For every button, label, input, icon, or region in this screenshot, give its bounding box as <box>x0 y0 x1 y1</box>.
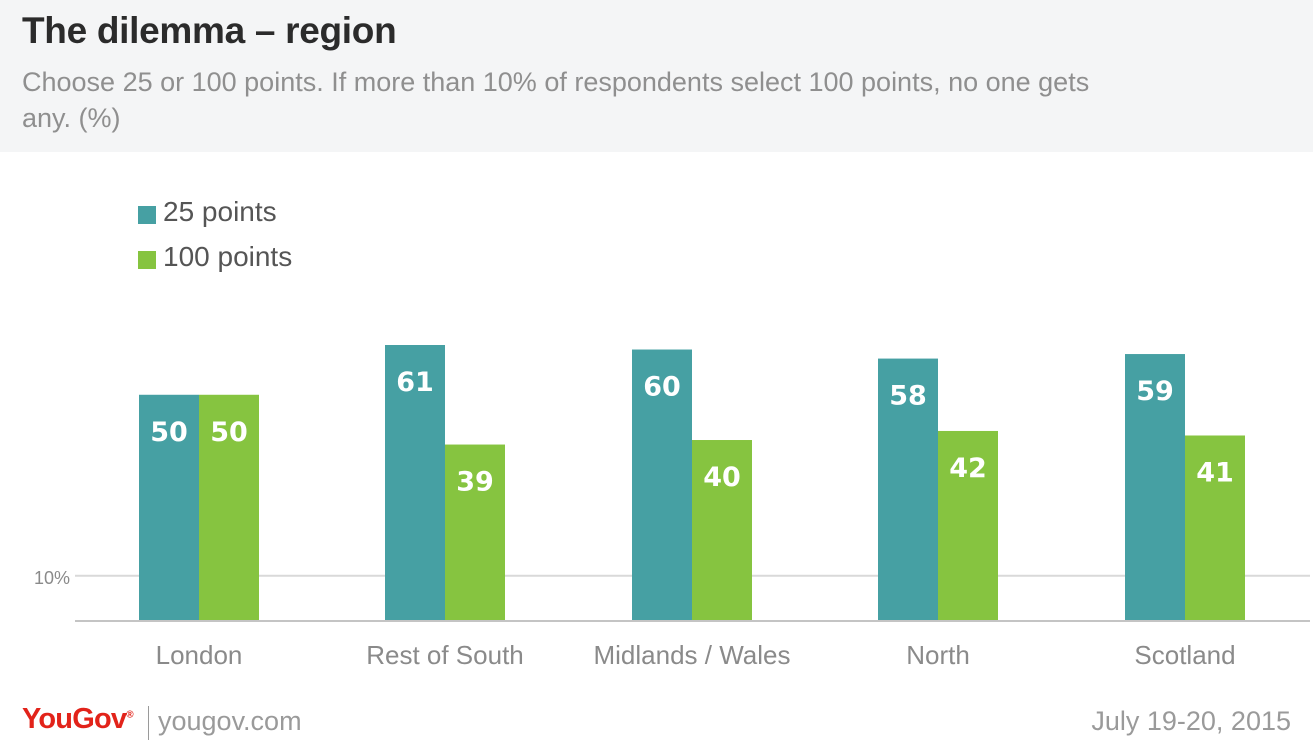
legend-swatch-100-points <box>138 251 156 269</box>
reference-line-label: 10% <box>34 568 70 588</box>
value-label-25-4: 59 <box>1136 376 1174 407</box>
category-label-3: North <box>906 640 970 670</box>
footer-date: July 19-20, 2015 <box>1091 706 1291 736</box>
bar-25-3 <box>878 358 938 621</box>
chart-subtitle: Choose 25 or 100 points. If more than 10… <box>22 67 1090 133</box>
bar-100-4 <box>1185 435 1245 621</box>
category-label-2: Midlands / Wales <box>594 640 791 670</box>
value-label-25-2: 60 <box>643 372 681 403</box>
header-panel: The dilemma – region Choose 25 or 100 po… <box>0 0 1313 152</box>
category-label-0: London <box>156 640 243 670</box>
footer-divider <box>148 706 149 740</box>
legend-label-25-points: 25 points <box>163 196 277 227</box>
bar-100-0 <box>199 394 259 621</box>
category-label-4: Scotland <box>1134 640 1235 670</box>
bar-25-2 <box>632 349 692 621</box>
category-label-1: Rest of South <box>366 640 524 670</box>
chart-title: The dilemma – region <box>22 10 397 51</box>
value-label-100-2: 40 <box>703 462 741 493</box>
value-label-100-1: 39 <box>456 467 494 498</box>
yougov-logo: YouGov® <box>22 703 134 735</box>
bar-100-2 <box>692 440 752 621</box>
value-label-25-0: 50 <box>150 417 188 448</box>
value-label-25-3: 58 <box>889 381 927 412</box>
legend-label-100-points: 100 points <box>163 241 293 272</box>
footer-url: yougov.com <box>158 706 302 736</box>
bar-100-1 <box>445 444 505 621</box>
value-label-100-4: 41 <box>1196 457 1234 488</box>
value-label-100-0: 50 <box>210 417 248 448</box>
value-label-100-3: 42 <box>949 453 987 484</box>
bar-25-0 <box>139 394 199 621</box>
legend-swatch-25-points <box>138 206 156 224</box>
bar-100-3 <box>938 430 998 621</box>
bar-25-1 <box>385 345 445 621</box>
value-label-25-1: 61 <box>396 367 434 398</box>
bar-25-4 <box>1125 354 1185 621</box>
